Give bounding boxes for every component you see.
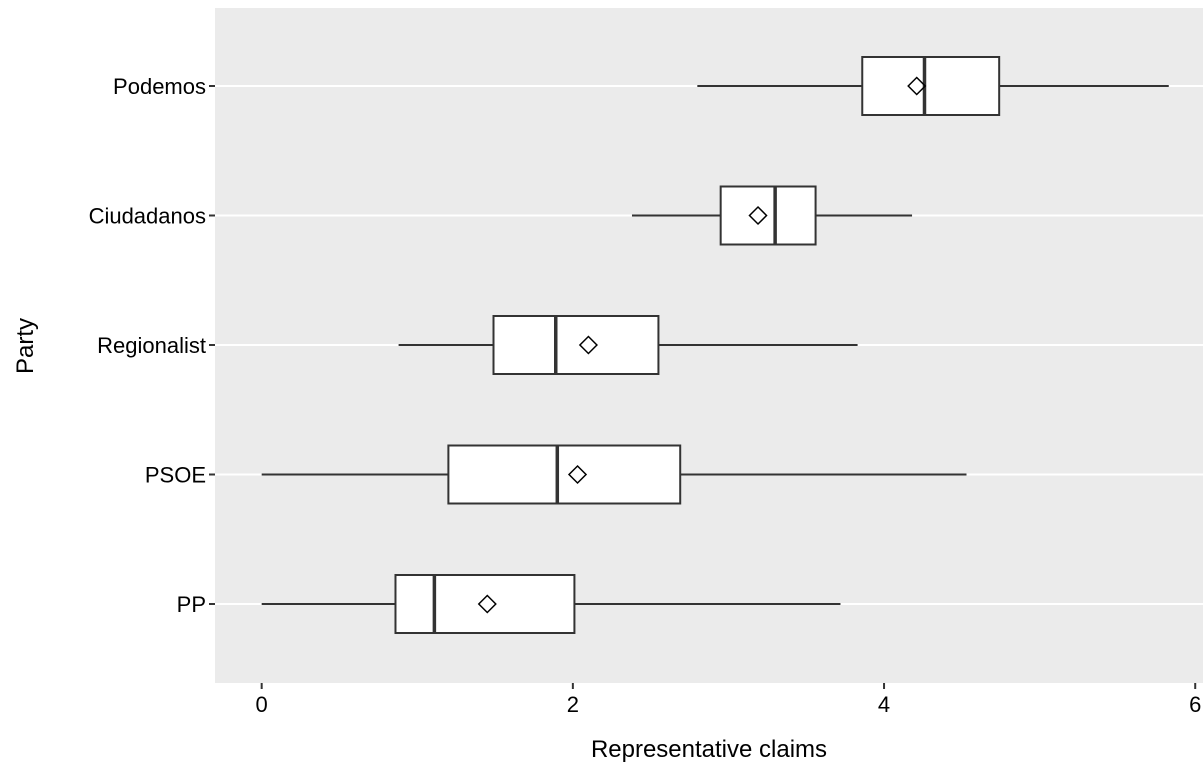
- x-tick-label: 6: [1189, 692, 1201, 717]
- mean-marker: [907, 76, 927, 96]
- axis-layer: Podemos Ciudadanos Regionalist PSOE PP 0 2 4 6: [89, 74, 1202, 717]
- y-axis-title: Party: [12, 318, 39, 374]
- box-pp: [261, 574, 841, 634]
- x-axis-title: Representative claims: [591, 736, 827, 763]
- y-tick-label: Podemos: [113, 74, 206, 99]
- box-iqr: [492, 315, 660, 375]
- x-tick-label: 2: [567, 692, 579, 717]
- box-iqr: [394, 574, 576, 634]
- y-tick-label: Regionalist: [97, 333, 206, 358]
- mean-marker: [477, 594, 497, 614]
- box-ciudadanos: [631, 185, 913, 246]
- x-tick-label: 4: [878, 692, 890, 717]
- box-layer: [261, 56, 1169, 634]
- box-iqr: [861, 56, 1001, 116]
- mean-marker: [578, 335, 598, 355]
- box-iqr: [447, 444, 682, 505]
- x-tick-label: 0: [256, 692, 268, 717]
- box-regionalist: [398, 315, 858, 375]
- box-podemos: [697, 56, 1169, 116]
- y-tick-label: PSOE: [145, 463, 206, 488]
- y-tick-label: PP: [177, 592, 206, 617]
- box-psoe: [261, 444, 967, 505]
- mean-marker: [567, 464, 588, 485]
- box-iqr: [719, 185, 817, 246]
- mean-marker: [748, 205, 768, 226]
- y-tick-label: Ciudadanos: [89, 204, 206, 229]
